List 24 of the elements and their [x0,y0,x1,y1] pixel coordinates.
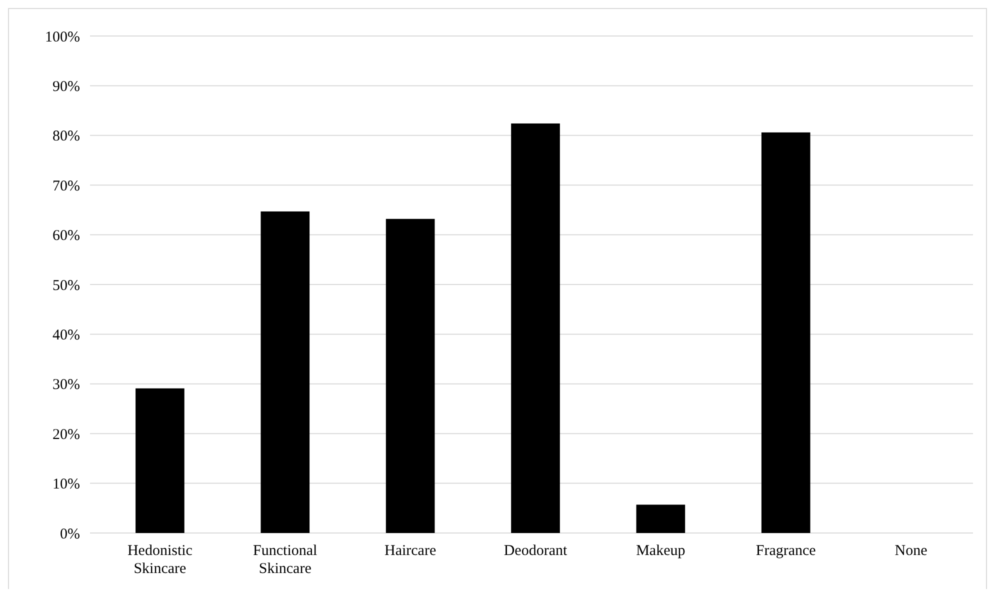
x-tick-label: None [894,543,928,559]
y-tick-label: 30% [52,377,80,394]
y-tick-label: 10% [52,476,80,493]
y-tick-label: 70% [52,178,80,194]
y-tick-label: 50% [52,278,80,294]
bar [260,211,310,533]
x-tick-label: Haircare [384,543,436,559]
bar [136,388,184,533]
x-tick-label: Functional Skincare [253,543,318,577]
x-tick-label: Fragrance [756,543,816,559]
bar [511,123,560,533]
y-tick-label: 80% [52,128,80,145]
x-tick-label: Hedonistic Skincare [127,543,193,577]
bar [636,504,686,533]
y-tick-label: 40% [52,327,80,344]
y-tick-label: 60% [52,228,80,244]
y-tick-label: 20% [52,426,80,443]
x-tick-label: Makeup [636,543,686,559]
y-tick-label: 90% [52,78,80,95]
bar [386,218,435,533]
bar [761,132,810,533]
x-tick-label: Deodorant [504,543,568,559]
y-tick-label: 100% [45,29,80,46]
y-tick-label: 0% [60,526,80,542]
